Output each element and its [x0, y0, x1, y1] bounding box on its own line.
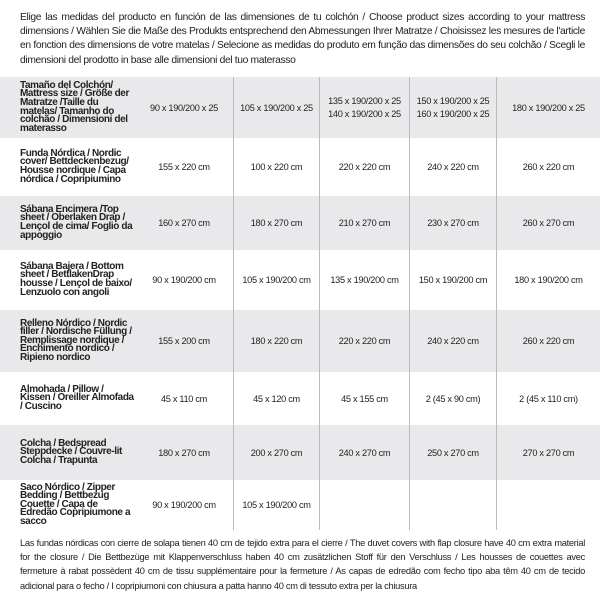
row-label: Colcha / Bedspread Steppdecke / Couvre-l…	[0, 425, 135, 480]
cell-value: 155 x 200 cm	[135, 310, 234, 372]
header-row: Tamaño del Colchón/ Mattress size / Größ…	[0, 77, 600, 138]
cell-value: 180 x 220 cm	[233, 310, 320, 372]
cell-value: 45 x 155 cm	[319, 372, 410, 425]
cell-value: 45 x 120 cm	[233, 372, 320, 425]
row-label: Sábana Encimera /Top sheet / Oberlaken D…	[0, 196, 135, 250]
cell-value	[409, 480, 497, 530]
cell-value: 90 x 190/200 cm	[152, 500, 216, 510]
header-label: Tamaño del Colchón/ Mattress size / Größ…	[0, 77, 135, 138]
cell-value: 210 x 270 cm	[319, 196, 410, 250]
cell-value: 220 x 220 cm	[319, 310, 410, 372]
cell-value: 105 x 190/200 cm	[233, 480, 320, 530]
cell-value: 260 x 220 cm	[496, 138, 600, 196]
table-row: Saco Nórdico / Zipper Bedding / Bettbezu…	[0, 480, 600, 530]
cell-value: 160 x 270 cm	[135, 196, 234, 250]
size-table: Tamaño del Colchón/ Mattress size / Größ…	[0, 77, 600, 530]
cell-value: 260 x 270 cm	[496, 196, 600, 250]
cell-value: 155 x 220 cm	[158, 162, 210, 172]
table-row: Colcha / Bedspread Steppdecke / Couvre-l…	[0, 425, 600, 480]
table-row: Sábana Bajera / Bottom sheet / Bettlaken…	[0, 250, 600, 310]
cell-value: 180 x 190/200 cm	[496, 250, 600, 310]
header-col: 105 x 190/200 x 25	[233, 77, 320, 138]
cell-value: 180 x 270 cm	[233, 196, 320, 250]
intro-text: Elige las medidas del producto en funció…	[20, 12, 585, 66]
row-label: Almohada / Pillow / Kissen / Oreiller Al…	[20, 383, 134, 412]
row-label: Saco Nórdico / Zipper Bedding / Bettbezu…	[20, 481, 131, 527]
row-label: Relleno Nórdico / Nordic filler / Nordis…	[0, 310, 135, 372]
cell-value: 2 (45 x 90 cm)	[409, 372, 497, 425]
footnote: Las fundas nórdicas con cierre de solapa…	[20, 538, 585, 591]
cell-value: 240 x 270 cm	[319, 425, 410, 480]
cell-value: 2 (45 x 110 cm)	[496, 372, 600, 425]
cell-value: 270 x 270 cm	[496, 425, 600, 480]
header-col: 135 x 190/200 x 25 140 x 190/200 x 25	[319, 77, 410, 138]
cell-value	[496, 480, 600, 530]
cell-value: 240 x 220 cm	[409, 310, 497, 372]
header-col: 90 x 190/200 x 25	[135, 77, 234, 138]
table-row: Funda Nórdica / Nordic cover/ Bettdecken…	[0, 138, 600, 196]
cell-value: 135 x 190/200 cm	[319, 250, 410, 310]
table-row: Almohada / Pillow / Kissen / Oreiller Al…	[0, 372, 600, 425]
header-col: 180 x 190/200 x 25	[496, 77, 600, 138]
cell-value: 220 x 220 cm	[319, 138, 410, 196]
cell-value: 150 x 190/200 cm	[409, 250, 497, 310]
cell-value: 100 x 220 cm	[233, 138, 320, 196]
cell-value: 260 x 220 cm	[496, 310, 600, 372]
cell-value: 90 x 190/200 cm	[152, 275, 216, 285]
cell-value: 230 x 270 cm	[409, 196, 497, 250]
table-row: Sábana Encimera /Top sheet / Oberlaken D…	[0, 196, 600, 250]
cell-value: 250 x 270 cm	[409, 425, 497, 480]
cell-value	[319, 480, 410, 530]
cell-value: 180 x 270 cm	[135, 425, 234, 480]
cell-value: 200 x 270 cm	[233, 425, 320, 480]
cell-value: 240 x 220 cm	[409, 138, 497, 196]
cell-value: 45 x 110 cm	[160, 393, 208, 404]
table-row: Relleno Nórdico / Nordic filler / Nordis…	[0, 310, 600, 372]
row-label: Funda Nórdica / Nordic cover/ Bettdecken…	[20, 147, 129, 185]
header-col: 150 x 190/200 x 25 160 x 190/200 x 25	[409, 77, 497, 138]
cell-value: 105 x 190/200 cm	[233, 250, 320, 310]
row-label: Sábana Bajera / Bottom sheet / Bettlaken…	[20, 260, 132, 298]
